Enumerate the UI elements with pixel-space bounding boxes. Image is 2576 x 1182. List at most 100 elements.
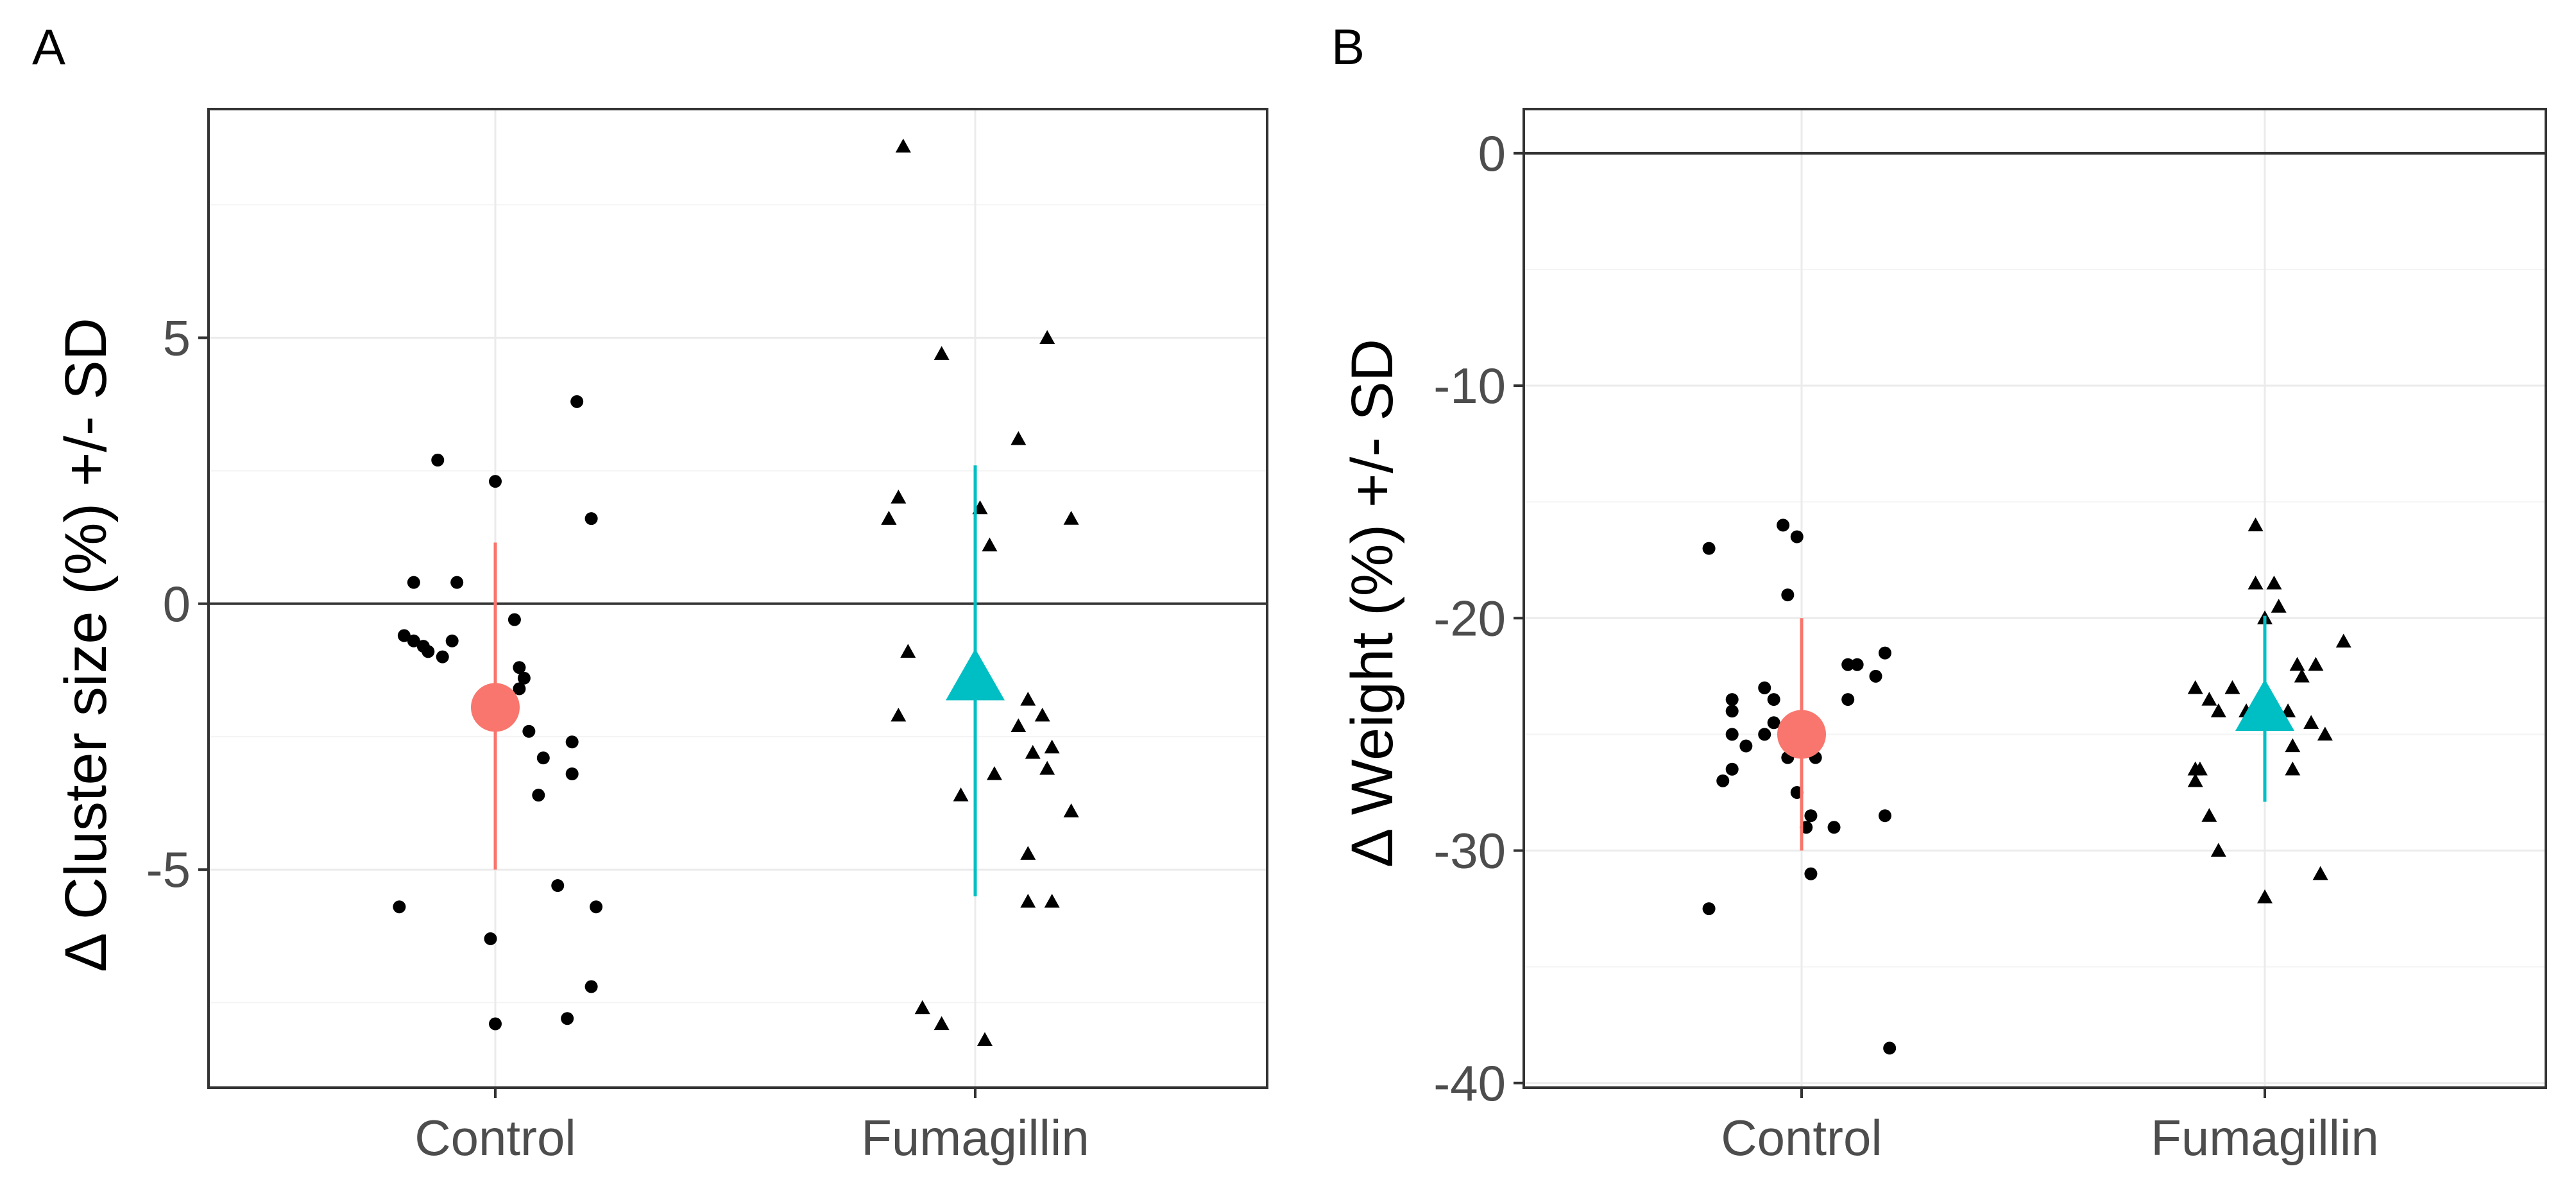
data-point	[914, 1000, 930, 1015]
data-point	[891, 707, 907, 722]
y-tick-label: -10	[1433, 357, 1506, 414]
data-point	[393, 900, 406, 914]
data-point	[445, 634, 459, 647]
data-point	[891, 490, 907, 504]
data-point	[1020, 846, 1036, 860]
data-point	[2248, 517, 2264, 531]
data-point	[570, 395, 584, 408]
data-point	[513, 682, 526, 696]
data-point	[934, 346, 950, 360]
data-point	[407, 634, 420, 647]
data-point	[489, 1017, 502, 1031]
data-point	[1850, 658, 1864, 671]
data-point	[2187, 773, 2203, 787]
data-point	[508, 613, 521, 626]
y-tick-label: -20	[1433, 590, 1506, 646]
data-point	[522, 724, 536, 738]
data-point	[1827, 821, 1841, 834]
y-tick-label: 0	[163, 576, 191, 632]
data-point	[1044, 739, 1060, 754]
panel-a-y-axis-title: Δ Cluster size (%) +/- SD	[53, 318, 119, 972]
data-point	[1044, 893, 1060, 908]
data-point	[2266, 575, 2282, 590]
panel-a-y-tick-labels: -5 0 5	[146, 309, 191, 898]
panel-b-letter: B	[1331, 19, 1365, 75]
data-point	[1725, 705, 1739, 718]
mean-marker	[2235, 679, 2294, 732]
data-point	[2312, 866, 2328, 880]
y-tick-label: 0	[1478, 125, 1506, 182]
panel-a-points	[393, 139, 1079, 1047]
data-point	[1025, 744, 1041, 759]
data-point	[2210, 703, 2226, 717]
panel-b-points	[1702, 517, 2351, 1055]
data-point	[431, 454, 445, 467]
data-point	[2289, 656, 2305, 671]
data-point	[1869, 669, 1882, 683]
panel-a-gridlines	[209, 109, 1267, 1088]
data-point	[1702, 542, 1716, 555]
data-point	[1804, 809, 1818, 823]
data-point	[900, 644, 916, 658]
data-point	[895, 139, 911, 153]
data-point	[532, 789, 545, 802]
data-point	[565, 735, 579, 749]
data-point	[2257, 889, 2273, 904]
data-point	[1020, 691, 1036, 706]
data-point	[1841, 658, 1855, 671]
data-point	[2285, 738, 2301, 753]
data-point	[1063, 803, 1079, 818]
data-point	[1034, 707, 1050, 722]
panel-b-gridlines	[1524, 109, 2546, 1088]
data-point	[407, 576, 420, 589]
data-point	[2271, 599, 2287, 613]
data-point	[2187, 680, 2203, 694]
data-point	[982, 537, 998, 552]
data-point	[2224, 680, 2240, 694]
data-point	[2308, 656, 2324, 671]
panel-b-y-tick-labels: -40 -30 -20 -10 0	[1433, 125, 1506, 1111]
data-point	[513, 661, 526, 674]
panel-b: B -40 -30 -20 -10 0 Control Fumagillin Δ Weig…	[1331, 19, 2547, 1166]
data-point	[436, 650, 449, 664]
data-point	[934, 1016, 950, 1031]
panel-b-ticks	[1514, 151, 2266, 1098]
data-point	[1878, 646, 1891, 660]
panel-b-summary	[1777, 615, 2294, 851]
data-point	[561, 1012, 574, 1025]
data-point	[2285, 761, 2301, 776]
data-point	[590, 900, 603, 914]
data-point	[489, 475, 502, 488]
data-point	[881, 511, 897, 525]
data-point	[1781, 588, 1795, 602]
data-point	[2248, 575, 2264, 590]
data-point	[2335, 633, 2351, 648]
data-point	[2317, 726, 2333, 741]
data-point	[1011, 718, 1027, 733]
x-tick-label: Fumagillin	[861, 1109, 1089, 1166]
data-point	[1702, 902, 1716, 916]
data-point	[2294, 668, 2310, 683]
data-point	[2187, 761, 2203, 776]
y-tick-label: -30	[1433, 823, 1506, 879]
y-tick-label: -40	[1433, 1055, 1506, 1111]
y-tick-label: -5	[146, 841, 191, 898]
data-point	[1039, 330, 1055, 344]
panel-b-x-tick-labels: Control Fumagillin	[1721, 1109, 2378, 1166]
data-point	[1767, 716, 1780, 730]
x-tick-label: Control	[1721, 1109, 1882, 1166]
data-point	[536, 751, 550, 765]
data-point	[1716, 774, 1730, 787]
data-point	[1790, 530, 1804, 544]
panel-a-x-tick-labels: Control Fumagillin	[414, 1109, 1089, 1166]
panel-a: A -5 0 5 Control Fumagillin Δ Cluster size …	[32, 19, 1268, 1166]
data-point	[422, 645, 435, 658]
data-point	[584, 980, 598, 993]
mean-marker	[1777, 710, 1826, 759]
x-tick-label: Control	[414, 1109, 576, 1166]
data-point	[1841, 693, 1855, 707]
data-point	[551, 879, 565, 893]
data-point	[1063, 511, 1079, 525]
panel-b-plot-border	[1523, 108, 2547, 1089]
